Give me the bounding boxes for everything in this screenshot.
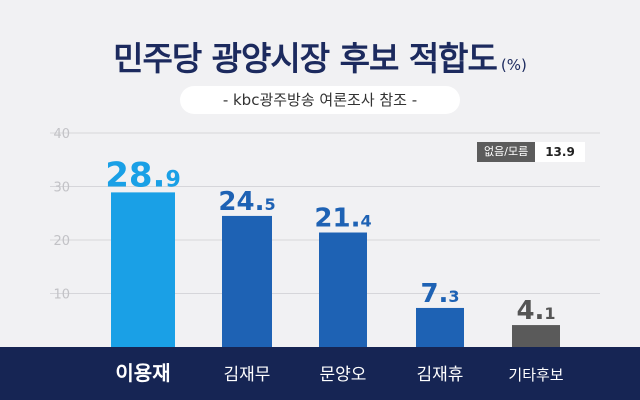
legend-value: 13.9 xyxy=(535,142,585,162)
y-tick-label: 20 xyxy=(53,234,70,249)
category-label: 문양오 xyxy=(320,365,367,385)
chart-title-wrap: 민주당 광양시장 후보 적합도 (%) xyxy=(0,32,640,80)
unit-label: (%) xyxy=(500,56,527,74)
data-label: 4.1 xyxy=(516,296,555,326)
chart-title: 민주당 광양시장 후보 적합도 xyxy=(113,39,498,78)
legend-box: 없음/모름 13.9 xyxy=(477,142,585,162)
bar xyxy=(512,325,560,347)
y-tick-label: 10 xyxy=(53,288,70,303)
data-label: 21.4 xyxy=(314,204,371,234)
y-tick-label: 40 xyxy=(53,127,70,142)
data-label: 28.9 xyxy=(105,155,181,195)
y-tick-label: 30 xyxy=(53,181,70,196)
category-label: 기타후보 xyxy=(508,366,563,384)
chart-subtitle: - kbc광주방송 여론조사 참조 - xyxy=(180,86,460,114)
category-label: 김재무 xyxy=(224,365,271,385)
bar xyxy=(416,307,464,347)
data-label: 7.3 xyxy=(420,279,459,309)
bar xyxy=(222,215,272,347)
bar xyxy=(319,232,367,347)
bar xyxy=(111,192,175,347)
category-label: 김재휴 xyxy=(417,365,464,385)
category-label: 이용재 xyxy=(115,361,170,385)
data-label: 24.5 xyxy=(218,187,275,217)
category-band xyxy=(0,347,640,400)
legend-label: 없음/모름 xyxy=(477,142,536,162)
